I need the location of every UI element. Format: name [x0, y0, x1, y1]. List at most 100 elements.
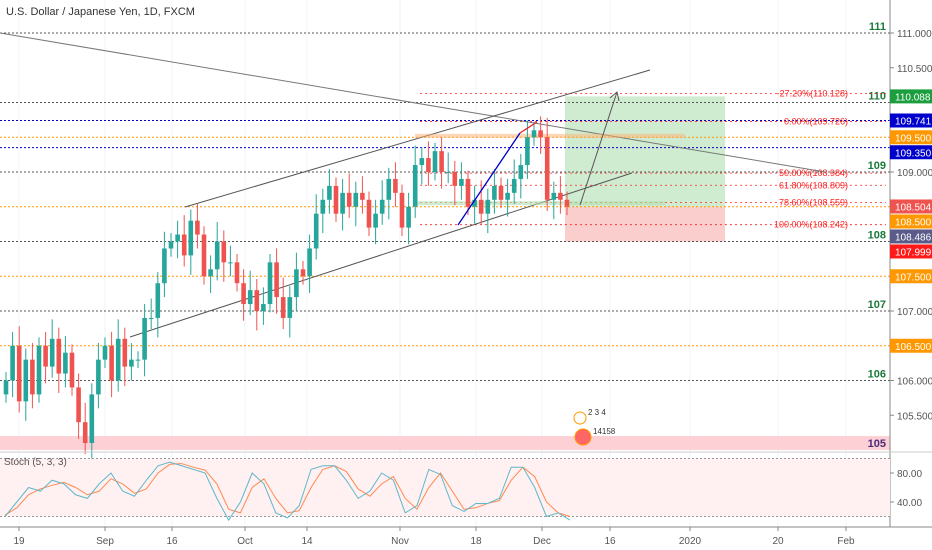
- candle: [228, 262, 233, 264]
- candle: [333, 185, 339, 214]
- symbol-title: U.S. Dollar / Japanese Yen, 1D, FXCM: [6, 6, 195, 18]
- date-tick-label: Sep: [96, 536, 114, 547]
- candle: [3, 380, 9, 395]
- candle: [56, 338, 62, 374]
- price-tag: [890, 214, 932, 229]
- price-tag-label: 108.504: [895, 202, 932, 213]
- candle: [10, 345, 15, 381]
- candle: [89, 394, 95, 444]
- pattern-line: [457, 132, 521, 226]
- fib-label: 61.80%(108.809): [779, 180, 848, 190]
- candle: [412, 165, 418, 207]
- candle: [280, 297, 286, 318]
- candle: [353, 192, 359, 207]
- candle: [49, 338, 55, 367]
- candle: [168, 241, 174, 249]
- candle: [518, 165, 524, 179]
- candle: [393, 178, 398, 193]
- candle: [195, 220, 200, 235]
- candle: [525, 137, 530, 166]
- candle: [379, 199, 385, 214]
- candle: [320, 199, 326, 214]
- round-level-label: 109: [868, 160, 886, 172]
- support-zone: [415, 201, 665, 206]
- date-tick-label: 14: [301, 536, 313, 547]
- price-tick-label: 109.000: [897, 168, 932, 179]
- candle: [340, 192, 345, 214]
- date-tick-label: Feb: [837, 536, 855, 547]
- candle: [23, 359, 29, 402]
- candle: [505, 192, 510, 200]
- price-tag: [890, 113, 932, 128]
- price-tag: [890, 145, 932, 160]
- candle: [452, 172, 458, 186]
- price-tag-label: 108.486: [895, 232, 932, 243]
- candle: [188, 220, 194, 256]
- candle: [445, 172, 451, 173]
- price-tag: [890, 338, 932, 353]
- candle: [373, 213, 378, 228]
- price-tick-label: 106.000: [897, 377, 932, 388]
- price-tag: [890, 244, 932, 259]
- support-zone-105: [0, 436, 890, 450]
- candle: [36, 345, 42, 395]
- candle: [175, 234, 180, 242]
- pattern-line: [519, 121, 538, 134]
- event-flag-icon: [574, 428, 592, 446]
- date-tick-label: Dec: [533, 536, 551, 547]
- candle: [459, 178, 464, 186]
- fib-label: 78.60%(108.559): [779, 198, 848, 208]
- candle: [511, 178, 517, 193]
- candle: [399, 192, 405, 228]
- price-tag-label: 110.088: [895, 92, 931, 103]
- price-tick-label: 105.500: [897, 411, 932, 422]
- candle: [531, 130, 537, 138]
- long-position-stop-zone: [565, 206, 725, 242]
- fib-label: 50.00%(108.984): [779, 168, 848, 178]
- stoch-tick-label: 40.00: [897, 498, 922, 509]
- candle: [96, 359, 101, 395]
- candle: [386, 178, 392, 200]
- round-level-label: 105: [868, 438, 886, 450]
- price-tag-label: 109.350: [895, 148, 932, 159]
- candle: [346, 192, 352, 207]
- candle: [201, 234, 207, 277]
- candle: [181, 234, 187, 256]
- candle: [366, 199, 372, 228]
- candle: [294, 269, 299, 298]
- candle: [234, 262, 240, 284]
- candle: [102, 345, 108, 360]
- channel-upper-line: [184, 69, 651, 208]
- arrow-head-icon: [609, 91, 620, 102]
- resistance-zone: [415, 133, 685, 138]
- event-icon: [573, 411, 587, 425]
- round-level-label: 107: [868, 299, 886, 311]
- price-tag-label: 108.500: [895, 217, 932, 228]
- fib-label: 0.00%(109.726): [784, 117, 848, 127]
- candle: [129, 359, 134, 367]
- candle: [148, 317, 154, 319]
- date-tick-label: 19: [13, 536, 25, 547]
- candle: [307, 248, 312, 277]
- price-tag-label: 107.999: [895, 247, 932, 258]
- channel-lower-line: [129, 172, 633, 338]
- price-tag: [890, 130, 932, 145]
- candle: [274, 262, 279, 298]
- long-position-target-zone: [565, 96, 725, 207]
- price-tag: [890, 269, 932, 284]
- candle: [472, 199, 477, 207]
- candle: [426, 158, 431, 172]
- candle: [538, 130, 543, 138]
- candle: [313, 213, 319, 249]
- candle: [558, 192, 563, 200]
- round-level-label: 108: [868, 230, 886, 242]
- candle: [135, 359, 141, 361]
- candle: [16, 345, 22, 402]
- stoch-k-line: [4, 461, 571, 522]
- price-tag-label: 106.500: [895, 342, 932, 353]
- stoch-d-line: [4, 463, 571, 517]
- candle: [69, 352, 75, 388]
- candle: [406, 206, 411, 228]
- stoch-indicator-label[interactable]: Stoch (5, 3, 3): [4, 457, 67, 468]
